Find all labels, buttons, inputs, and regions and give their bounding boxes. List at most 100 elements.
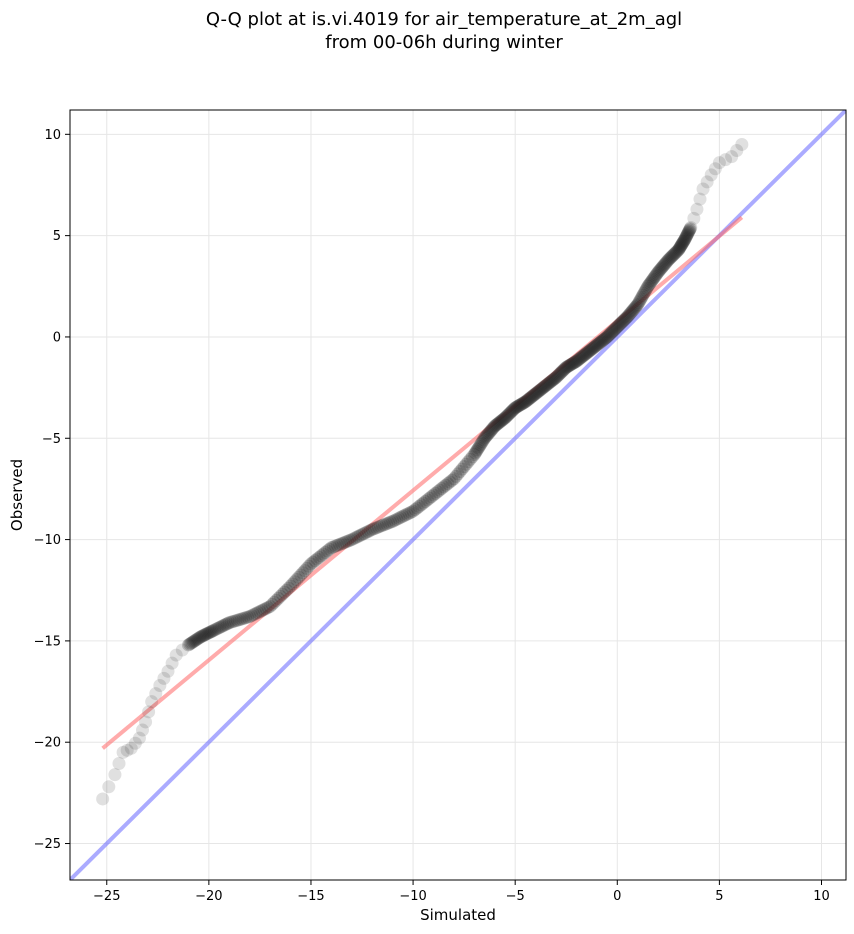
- qq-point-394: [696, 182, 710, 196]
- qq-point-167: [461, 455, 475, 469]
- qq-point-184: [482, 426, 496, 440]
- qq-point-321: [622, 308, 636, 322]
- qq-point-387: [682, 224, 696, 238]
- qq-point-142: [410, 501, 424, 515]
- qq-point-43: [211, 621, 225, 635]
- qq-point-150: [426, 488, 440, 502]
- qq-point-39: [205, 624, 219, 638]
- qq-point-349: [650, 267, 664, 281]
- qq-point-275: [575, 350, 589, 364]
- qq-point-155: [437, 480, 451, 494]
- qq-point-340: [641, 279, 655, 293]
- y-tick-label: −20: [34, 736, 61, 751]
- qq-point-277: [577, 349, 591, 363]
- qq-point-378: [676, 235, 690, 249]
- qq-point-245: [544, 375, 558, 389]
- qq-point-124: [373, 519, 387, 533]
- qq-point-34: [199, 627, 213, 641]
- qq-point-341: [642, 278, 656, 292]
- qq-point-346: [647, 271, 661, 285]
- qq-point-187: [485, 423, 499, 437]
- qq-point-228: [527, 388, 541, 402]
- qq-point-319: [619, 311, 633, 325]
- qq-point-146: [418, 494, 432, 508]
- qq-point-109: [343, 533, 357, 547]
- qq-point-208: [506, 403, 520, 417]
- qq-point-291: [591, 337, 605, 351]
- qq-point-7: [128, 736, 142, 750]
- qq-point-244: [543, 375, 557, 389]
- qq-point-314: [614, 316, 628, 330]
- qq-point-241: [540, 378, 554, 392]
- x-tick-label: 0: [613, 889, 621, 904]
- qq-point-74: [271, 591, 285, 605]
- qq-point-138: [402, 506, 416, 520]
- x-tick-label: 10: [813, 889, 830, 904]
- qq-point-327: [628, 301, 642, 315]
- qq-point-185: [483, 425, 497, 439]
- qq-point-376: [675, 237, 689, 251]
- qq-point-272: [571, 353, 585, 367]
- qq-point-326: [627, 302, 641, 316]
- qq-point-120: [365, 522, 379, 536]
- qq-point-365: [666, 248, 680, 262]
- qq-point-194: [492, 416, 506, 430]
- qq-point-118: [361, 524, 375, 538]
- qq-point-48: [219, 617, 233, 631]
- qq-point-333: [634, 292, 648, 306]
- qq-point-35: [200, 627, 214, 641]
- qq-point-246: [545, 374, 559, 388]
- qq-point-76: [275, 587, 289, 601]
- qq-point-330: [631, 298, 645, 312]
- qq-point-61: [245, 609, 259, 623]
- qq-point-51: [224, 615, 238, 629]
- qq-point-301: [601, 329, 615, 343]
- qq-point-67: [257, 602, 271, 616]
- qq-point-392: [690, 202, 704, 216]
- x-tick-label: −15: [297, 889, 324, 904]
- qq-point-375: [675, 238, 689, 252]
- qq-point-300: [600, 330, 614, 344]
- qq-point-364: [665, 249, 679, 263]
- qq-point-225: [523, 391, 537, 405]
- qq-point-95: [314, 549, 328, 563]
- qq-point-202: [500, 409, 514, 423]
- qq-point-310: [610, 320, 624, 334]
- qq-point-235: [534, 383, 548, 397]
- fit-line: [101, 215, 744, 750]
- qq-point-382: [679, 230, 693, 244]
- plot-area: [70, 110, 846, 880]
- qq-point-72: [267, 595, 281, 609]
- qq-point-158: [443, 475, 457, 489]
- qq-point-101: [326, 540, 340, 554]
- qq-point-205: [503, 406, 517, 420]
- y-axis-ticks: −25 −20 −15 −10 −5 0 5 10: [34, 128, 70, 852]
- qq-point-90: [304, 557, 318, 571]
- qq-point-328: [629, 300, 643, 314]
- qq-point-94: [312, 550, 326, 564]
- qq-point-14: [153, 678, 167, 692]
- qq-point-44: [212, 621, 226, 635]
- qq-point-227: [526, 389, 540, 403]
- qq-point-103: [331, 538, 345, 552]
- qq-point-220: [518, 395, 532, 409]
- qq-point-188: [486, 422, 500, 436]
- qq-point-181: [479, 430, 493, 444]
- qq-point-177: [474, 436, 488, 450]
- qq-point-199: [497, 412, 511, 426]
- x-tick-label: −5: [506, 889, 525, 904]
- qq-point-258: [557, 362, 571, 376]
- qq-point-141: [408, 503, 422, 517]
- plot-frame: [69, 109, 847, 881]
- qq-point-8: [132, 731, 146, 745]
- qq-point-25: [188, 634, 202, 648]
- qq-point-132: [390, 512, 404, 526]
- qq-point-15: [157, 671, 171, 685]
- qq-point-170: [467, 447, 481, 461]
- qq-point-332: [633, 294, 647, 308]
- qq-point-160: [447, 472, 461, 486]
- qq-point-125: [375, 518, 389, 532]
- qq-point-108: [341, 534, 355, 548]
- qq-point-91: [306, 555, 320, 569]
- qq-point-100: [324, 541, 338, 555]
